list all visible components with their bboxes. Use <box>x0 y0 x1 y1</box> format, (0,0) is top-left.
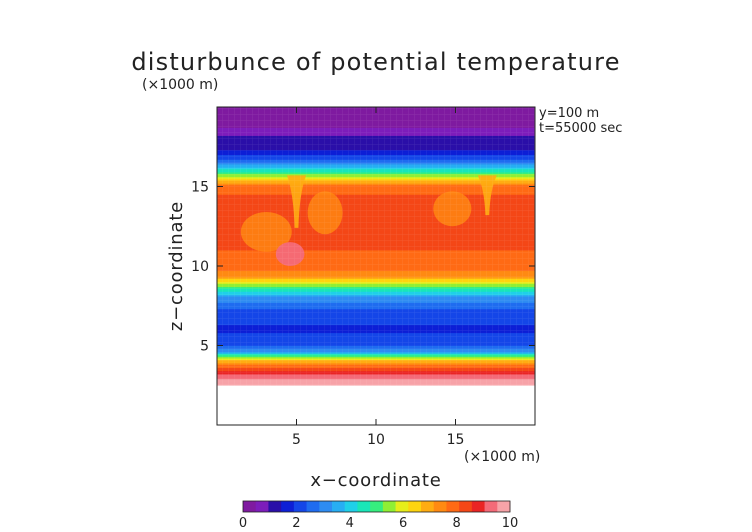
colorbar-swatch <box>344 501 358 512</box>
x-tick-label: 15 <box>447 432 465 448</box>
colorbar-swatch <box>497 501 511 512</box>
x-ticks: 5 10 15 <box>292 107 464 448</box>
colorbar-swatch <box>243 501 257 512</box>
colorbar-swatch <box>382 501 396 512</box>
y-tick-label: 10 <box>191 259 209 275</box>
colorbar-swatch <box>306 501 320 512</box>
colorbar-swatch <box>281 501 295 512</box>
colorbar-swatch <box>446 501 460 512</box>
colorbar-swatch <box>370 501 384 512</box>
annotation-time: t=55000 sec <box>539 121 622 136</box>
colorbar-swatch <box>471 501 485 512</box>
contour-grid-overlay <box>217 107 535 425</box>
colorbar-swatch <box>332 501 346 512</box>
colorbar-ticks: 0 2 4 6 8 10 <box>239 516 518 531</box>
colorbar-tick-label: 2 <box>292 516 300 531</box>
z-scale-label: (×1000 m) <box>142 77 218 93</box>
colorbar-swatch <box>319 501 333 512</box>
colorbar-tick-label: 4 <box>346 516 354 531</box>
colorbar-swatch <box>421 501 435 512</box>
x-axis-label: x−coordinate <box>310 470 441 491</box>
y-ticks: 5 10 15 <box>191 180 535 355</box>
colorbar <box>242 500 511 513</box>
colorbar-tick-label: 0 <box>239 516 247 531</box>
colorbar-swatch <box>268 501 282 512</box>
colorbar-swatch <box>395 501 409 512</box>
colorbar-swatch <box>433 501 447 512</box>
colorbar-frame <box>242 500 511 513</box>
y-tick-label: 5 <box>200 339 209 355</box>
y-axis-label: z−coordinate <box>166 201 187 331</box>
colorbar-swatch <box>459 501 473 512</box>
colorbar-swatch <box>357 501 371 512</box>
x-scale-label: (×1000 m) <box>464 449 540 465</box>
colorbar-swatch <box>255 501 269 512</box>
chart-title: disturbunce of potential temperature <box>131 48 620 76</box>
y-tick-label: 15 <box>191 180 209 196</box>
x-tick-label: 5 <box>292 432 301 448</box>
colorbar-tick-label: 10 <box>502 516 519 531</box>
annotation-y: y=100 m <box>539 106 599 121</box>
colorbar-swatch <box>484 501 498 512</box>
colorbar-swatch <box>293 501 307 512</box>
colorbar-tick-label: 6 <box>399 516 407 531</box>
x-tick-label: 10 <box>367 432 385 448</box>
colorbar-tick-label: 8 <box>452 516 460 531</box>
colorbar-swatch <box>408 501 422 512</box>
